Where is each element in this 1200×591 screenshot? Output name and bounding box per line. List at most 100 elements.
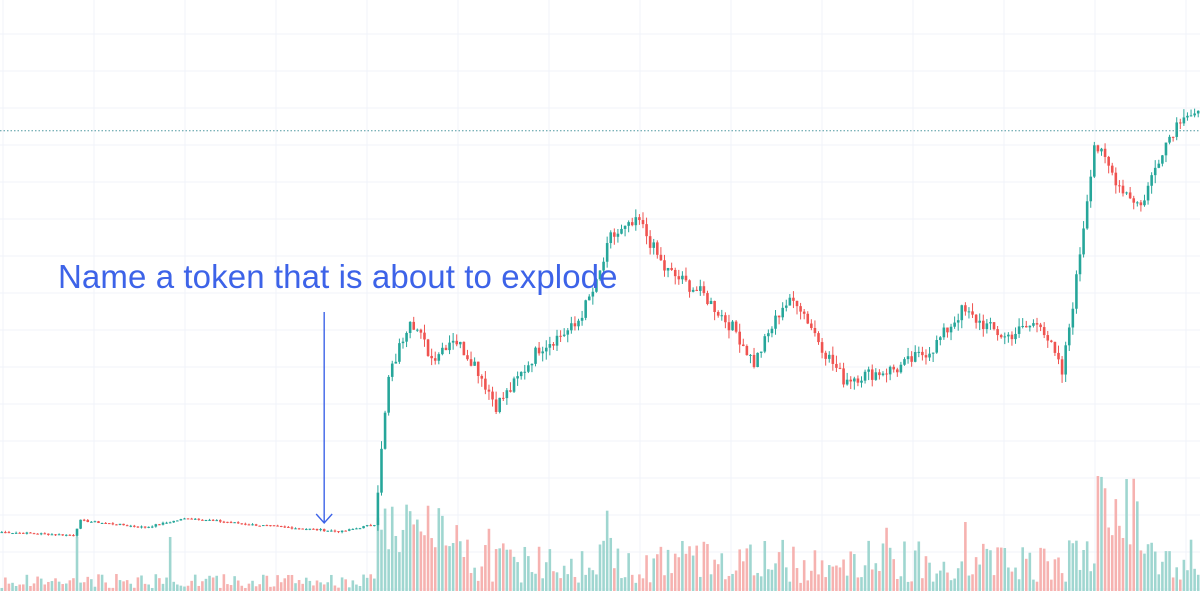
candle-body	[283, 526, 287, 528]
volume-bar	[810, 570, 813, 591]
candle-body	[874, 372, 878, 380]
candle-body	[666, 268, 670, 271]
volume-bar	[390, 506, 394, 591]
candle-body	[681, 275, 684, 280]
arrow-head	[315, 513, 333, 525]
candle-body	[706, 293, 709, 305]
volume-bar	[480, 566, 484, 591]
volume-bar	[476, 580, 480, 591]
candle-body	[953, 322, 956, 327]
volume-bar	[97, 574, 100, 591]
candle-body	[1125, 192, 1128, 194]
volume-bar	[716, 564, 720, 591]
candle-body	[165, 522, 168, 524]
volume-bar	[702, 541, 706, 591]
volume-bar	[1046, 561, 1050, 591]
candle-body	[967, 311, 971, 313]
candle-body	[18, 532, 21, 534]
candle-body	[21, 532, 25, 534]
volume-bar	[290, 574, 294, 591]
volume-bar	[405, 504, 408, 591]
volume-bar	[573, 576, 577, 591]
volume-bar	[494, 549, 498, 591]
candle-body	[928, 353, 931, 358]
volume-bar	[752, 575, 756, 591]
candle-body	[1121, 185, 1125, 194]
volume-bar	[408, 511, 412, 591]
volume-bar	[992, 575, 996, 591]
volume-bar	[190, 580, 193, 591]
volume-bar	[337, 587, 340, 591]
candle-body	[215, 520, 219, 522]
volume-bar	[985, 548, 989, 591]
candle-body	[527, 365, 530, 372]
volume-bar	[64, 583, 68, 591]
candle-body	[143, 526, 147, 528]
volume-bar	[1157, 574, 1161, 591]
candle-body	[770, 328, 774, 334]
candle-body	[548, 344, 552, 348]
candle-body	[1146, 185, 1150, 201]
candle-body	[347, 529, 351, 531]
volume-bar	[1053, 559, 1057, 591]
volume-bar	[849, 551, 853, 591]
candle-body	[297, 528, 301, 530]
candle-body	[1153, 167, 1157, 176]
volume-bar	[459, 541, 462, 591]
volume-bar	[204, 578, 208, 591]
candle-body	[562, 334, 566, 336]
candle-body	[29, 532, 32, 534]
volume-bar	[312, 585, 315, 591]
volume-bar	[193, 574, 197, 591]
candle-body	[54, 534, 57, 536]
volume-bar	[304, 577, 308, 591]
volume-bar	[641, 578, 645, 591]
candle-body	[147, 526, 150, 528]
candle-body	[917, 351, 921, 353]
volume-bar	[1125, 479, 1128, 591]
candle-body	[613, 232, 616, 237]
candle-body	[924, 355, 928, 358]
candle-body	[580, 317, 584, 321]
volume-bar	[806, 580, 810, 591]
volume-bar	[663, 575, 666, 591]
volume-bar	[90, 579, 93, 591]
candle-body	[570, 323, 573, 331]
volume-bar	[720, 553, 724, 591]
volume-bar	[1179, 579, 1182, 591]
volume-bar	[648, 582, 652, 591]
volume-bar	[140, 575, 143, 591]
volume-bar	[247, 583, 251, 591]
candle-body	[437, 354, 441, 361]
volume-bar	[652, 558, 656, 591]
candle-body	[799, 306, 802, 312]
volume-bar	[14, 585, 18, 591]
candle-body	[1100, 148, 1103, 152]
candle-body	[154, 524, 158, 527]
volume-bars	[0, 476, 1200, 591]
volume-bar	[1071, 543, 1075, 591]
candle-body	[673, 269, 677, 277]
candle-body	[387, 376, 390, 413]
volume-bar	[956, 568, 960, 591]
volume-bar	[373, 578, 376, 591]
candle-body	[97, 521, 100, 524]
candle-body	[369, 525, 373, 527]
candle-body	[150, 526, 154, 528]
candle-body	[942, 327, 946, 338]
volume-bar	[666, 549, 670, 591]
volume-bar	[265, 575, 269, 591]
candle-body	[337, 531, 340, 533]
candle-body	[261, 525, 265, 527]
candle-body	[279, 525, 283, 527]
volume-bar	[999, 547, 1003, 591]
volume-bar	[1103, 488, 1107, 591]
candle-body	[25, 532, 29, 534]
volume-bar	[870, 569, 874, 591]
candle-body	[129, 525, 133, 527]
volume-bar	[1067, 540, 1071, 591]
candle-body	[652, 242, 656, 248]
candle-body	[322, 529, 326, 532]
volume-bar	[928, 562, 931, 591]
